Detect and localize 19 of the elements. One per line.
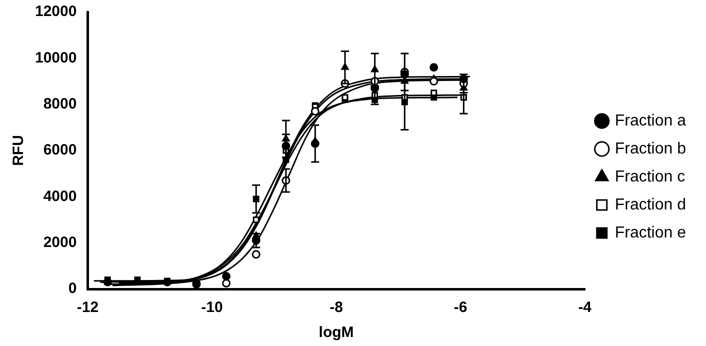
y-tick-label: 0 <box>68 280 77 298</box>
x-tick-label: -4 <box>578 299 592 316</box>
legend-label: Fraction c <box>614 168 686 186</box>
legend-label: Fraction e <box>614 224 686 242</box>
x-tick-label: -6 <box>454 299 468 316</box>
y-axis-title: RFU <box>10 135 28 166</box>
x-tick-label: -8 <box>330 299 343 316</box>
legend-label: Fraction d <box>614 196 686 214</box>
x-axis-title: logM <box>318 324 354 342</box>
x-tick-label: -10 <box>201 299 223 316</box>
y-tick-label: 6000 <box>43 142 77 159</box>
x-tick-label: -12 <box>76 299 99 316</box>
legend-label: Fraction a <box>614 112 686 130</box>
y-tick-label: 12000 <box>34 3 77 20</box>
y-tick-label: 10000 <box>34 49 77 66</box>
legend-label: Fraction b <box>614 140 686 158</box>
y-tick-label: 8000 <box>43 95 77 112</box>
y-tick-label: 4000 <box>43 188 77 205</box>
y-tick-label: 2000 <box>43 234 77 251</box>
